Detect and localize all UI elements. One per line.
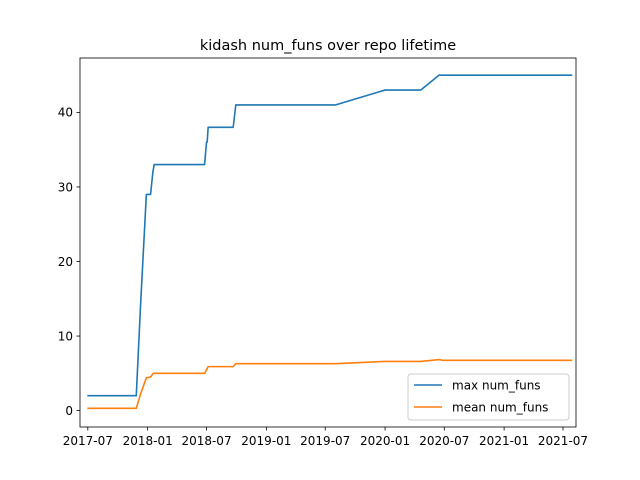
x-tick-label: 2020-01 xyxy=(360,434,410,448)
y-tick-label: 10 xyxy=(58,329,73,343)
y-axis-ticks: 0 10 20 30 40 xyxy=(58,106,80,418)
y-tick-label: 0 xyxy=(65,404,73,418)
x-axis-ticks: 2017-07 2018-01 2018-07 2019-01 2019-07 2020-… xyxy=(63,427,588,448)
plot-frame xyxy=(79,57,577,428)
x-tick-label: 2019-07 xyxy=(300,434,350,448)
legend-label-max: max num_funs xyxy=(452,379,541,393)
legend-box xyxy=(407,373,570,421)
series-line-mean xyxy=(87,358,573,410)
x-tick-label: 2020-07 xyxy=(419,434,469,448)
chart-title: kidash num_funs over repo lifetime xyxy=(200,38,456,54)
legend: max num_funs mean num_funs xyxy=(407,373,570,421)
x-tick-label: 2021-07 xyxy=(538,434,588,448)
series-layer xyxy=(87,74,573,410)
y-tick-label: 30 xyxy=(58,180,73,194)
x-tick-label: 2018-01 xyxy=(123,434,173,448)
y-tick-label: 20 xyxy=(58,255,73,269)
x-tick-label: 2019-01 xyxy=(241,434,291,448)
x-tick-label: 2017-07 xyxy=(63,434,113,448)
series-line-max xyxy=(87,74,573,397)
x-tick-label: 2021-01 xyxy=(479,434,529,448)
legend-label-mean: mean num_funs xyxy=(452,401,548,415)
x-tick-label: 2018-07 xyxy=(181,434,231,448)
y-tick-label: 40 xyxy=(58,106,73,120)
